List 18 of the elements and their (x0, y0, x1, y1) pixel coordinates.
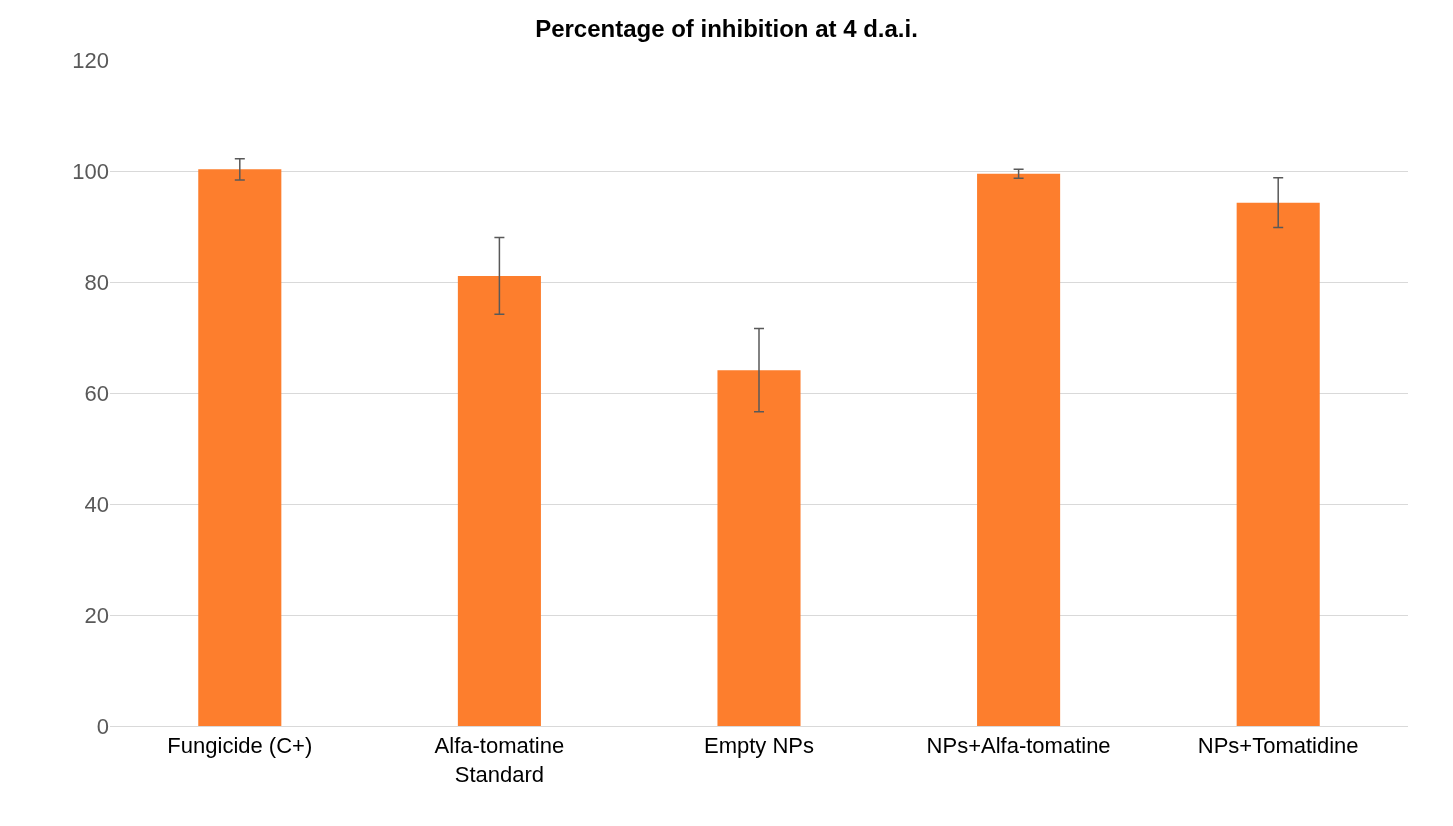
chart-title: Percentage of inhibition at 4 d.a.i. (535, 15, 918, 43)
x-tick-label: Alfa-tomatine Standard (434, 733, 565, 787)
bar (977, 173, 1061, 726)
y-tick-label: 0 (96, 713, 109, 739)
y-tick-label: 20 (84, 602, 109, 628)
y-tick-label: 80 (84, 269, 109, 295)
y-tick-label: 100 (72, 158, 109, 184)
bar (1236, 202, 1320, 726)
x-tick-label: Empty NPs (703, 733, 815, 759)
y-tick-label: 60 (84, 380, 109, 406)
x-tick-label: NPs+Alfa-tomatine (926, 733, 1111, 759)
x-tick-label: NPs+Tomatidine (1197, 733, 1359, 759)
bar (457, 275, 541, 726)
y-tick-label: 120 (72, 47, 109, 73)
bar (198, 169, 282, 726)
bar (717, 370, 801, 726)
y-tick-label: 40 (84, 491, 109, 517)
x-tick-label: Fungicide (C+) (167, 733, 313, 759)
